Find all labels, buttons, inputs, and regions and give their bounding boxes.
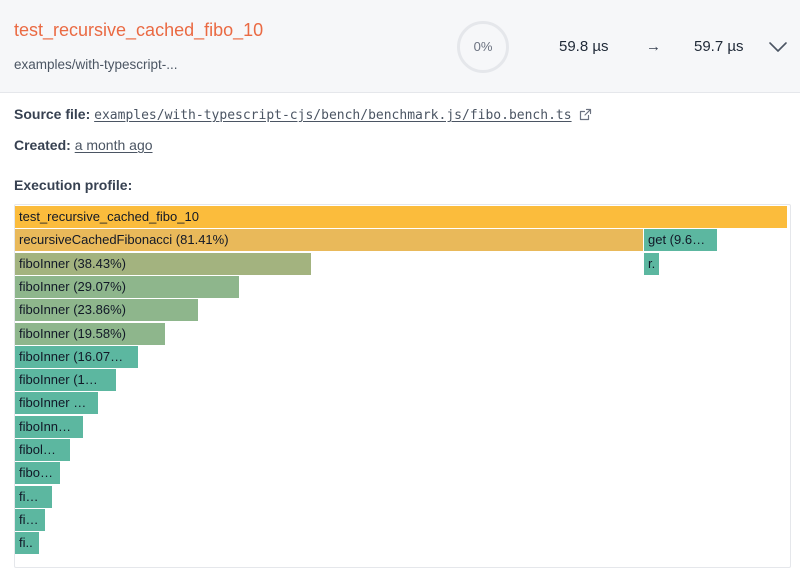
flame-frame[interactable]: test_recursive_cached_fibo_10 [15,206,788,228]
arrow-icon: → [646,38,661,55]
execution-profile-label: Execution profile: [14,177,133,193]
progress-ring-icon [457,21,509,73]
external-link-icon[interactable] [579,108,592,124]
benchmark-path: examples/with-typescript-... [14,57,178,72]
flame-frame[interactable]: get (9.6… [644,229,718,251]
source-file-link[interactable]: examples/with-typescript-cjs/bench/bench… [94,108,572,123]
benchmark-header[interactable]: test_recursive_cached_fibo_10 examples/w… [0,0,800,93]
base-time: 59.8 µs [559,38,609,55]
flame-frame[interactable]: fibo… [15,462,61,484]
flame-frame[interactable]: fiboInn… [15,416,84,438]
source-file-label: Source file: [14,106,91,122]
flame-frame[interactable]: fi… [15,486,53,508]
progress-indicator: 0% [455,19,511,75]
flame-frame[interactable]: fiboInner (23.86%) [15,299,199,321]
flame-frame[interactable]: fi.. [15,532,40,554]
flame-frame[interactable]: recursiveCachedFibonacci (81.41%) [15,229,644,251]
flame-frame[interactable]: fiboInner … [15,392,99,414]
flamegraph[interactable]: test_recursive_cached_fibo_10 recursiveCa… [14,204,791,568]
source-file-row: Source file: examples/with-typescript-cj… [14,106,592,124]
flame-frame[interactable]: fiboInner (1… [15,369,117,391]
flame-frame[interactable]: fi… [15,509,46,531]
flame-frame[interactable]: fiboInner (16.07… [15,346,139,368]
head-time: 59.7 µs [694,38,744,55]
flame-frame[interactable]: fiboInner (38.43%) [15,253,312,275]
created-label: Created: [14,137,71,153]
flame-frame[interactable]: fiboInner (19.58%) [15,323,166,345]
flame-frame[interactable]: r. [644,253,660,275]
flame-frame[interactable]: fiboInner (29.07%) [15,276,240,298]
created-row: Created: a month ago [14,137,153,153]
benchmark-title[interactable]: test_recursive_cached_fibo_10 [14,20,264,40]
flame-frame[interactable]: fibol… [15,439,71,461]
created-link[interactable]: a month ago [74,137,153,153]
execution-profile-heading: Execution profile: [14,177,132,193]
chevron-down-icon[interactable] [767,36,789,58]
progress-label: 0% [473,39,493,54]
